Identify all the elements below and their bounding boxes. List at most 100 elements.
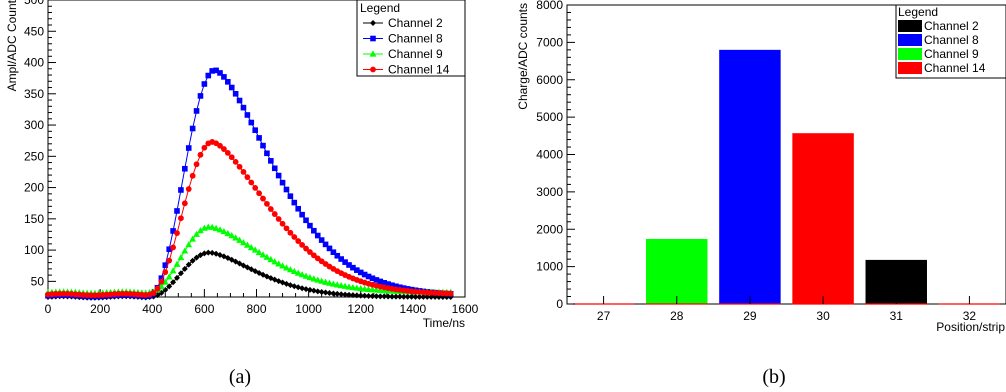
marker-point	[342, 291, 349, 298]
marker-point	[346, 291, 353, 298]
marker-point	[267, 255, 275, 263]
legend-item: Channel 8	[924, 33, 979, 47]
marker-legend-marker	[370, 20, 376, 26]
marker-point	[322, 278, 329, 285]
marker-point	[322, 289, 329, 296]
marker-point	[424, 293, 431, 300]
marker-point	[177, 270, 184, 277]
marker-point	[377, 278, 384, 285]
panel-a: 0 200 400 600 800 1000 1200 1400 1600 50 100 150 200…	[5, 0, 479, 330]
y-tick-label: 6000	[536, 73, 563, 87]
marker-point	[178, 187, 184, 193]
marker-point	[256, 135, 262, 141]
marker-point	[310, 252, 317, 259]
marker-point	[400, 293, 407, 300]
marker-point	[392, 293, 399, 300]
marker-point	[314, 276, 322, 283]
marker-point	[283, 186, 290, 193]
marker-point	[283, 264, 290, 271]
marker-point	[252, 127, 258, 133]
marker-point	[255, 248, 263, 256]
legend-item: Channel 8	[388, 32, 443, 46]
marker-point	[224, 150, 231, 156]
y-tick-label: 400	[24, 56, 44, 70]
x-axis-label: Position/strip	[936, 320, 1005, 334]
marker-point	[338, 256, 345, 262]
bar-channel-8	[719, 49, 781, 304]
marker-point	[217, 70, 223, 76]
marker-point	[329, 280, 337, 287]
marker-point	[365, 292, 372, 299]
marker-point	[205, 72, 212, 79]
x-tick-label: 28	[670, 309, 684, 323]
marker-point	[173, 260, 181, 267]
marker-point	[314, 288, 321, 295]
marker-point	[299, 211, 305, 218]
marker-point	[302, 272, 310, 279]
marker-point	[306, 273, 314, 281]
marker-point	[389, 293, 396, 300]
marker-point	[303, 217, 309, 224]
legend-swatch	[898, 20, 922, 32]
x-tick-label: 800	[246, 302, 266, 316]
marker-point	[369, 275, 376, 282]
marker-point	[307, 222, 313, 229]
y-tick-label: 150	[24, 212, 44, 226]
legend-swatch	[898, 62, 922, 74]
marker-point	[185, 261, 192, 268]
marker-point	[314, 232, 321, 239]
marker-point	[373, 293, 380, 300]
marker-point	[264, 150, 270, 157]
x-axis-label: Time/ns	[423, 316, 465, 330]
marker-point	[228, 232, 236, 239]
marker-point	[283, 225, 290, 232]
marker-point	[259, 251, 267, 258]
marker-point	[170, 279, 177, 286]
y-tick-label: 4000	[536, 148, 563, 162]
marker-point	[298, 271, 306, 278]
marker-point	[243, 241, 251, 248]
y-tick-label: 3000	[536, 185, 563, 199]
series-line	[47, 141, 451, 296]
marker-point	[209, 68, 215, 74]
y-tick-label: 0	[556, 297, 563, 311]
marker-point	[212, 224, 220, 231]
legend-swatch	[898, 48, 922, 60]
marker-point	[334, 290, 341, 297]
marker-point	[295, 238, 302, 244]
marker-point	[217, 142, 223, 149]
x-tick-label: 31	[890, 309, 904, 323]
marker-point	[361, 292, 368, 299]
marker-point	[357, 292, 364, 299]
marker-point	[240, 239, 247, 246]
marker-point	[357, 269, 364, 276]
marker-point	[158, 278, 165, 285]
marker-point	[228, 84, 235, 91]
marker-point	[275, 260, 283, 267]
marker-point	[318, 277, 326, 284]
marker-point	[318, 237, 325, 243]
marker-point	[369, 293, 376, 300]
panel-a-caption: (a)	[229, 366, 251, 388]
marker-point	[236, 97, 243, 104]
marker-point	[338, 291, 345, 298]
marker-point	[279, 262, 286, 269]
marker-point	[225, 79, 231, 85]
marker-point	[303, 286, 310, 293]
marker-point	[178, 215, 184, 222]
marker-point	[236, 236, 243, 243]
marker-point	[275, 216, 282, 222]
marker-point	[150, 290, 157, 296]
marker-point	[310, 287, 317, 294]
marker-point	[385, 293, 392, 300]
marker-point	[303, 245, 309, 252]
y-tick-label: 450	[24, 24, 44, 38]
y-tick-label: 200	[24, 181, 44, 195]
x-tick-label: 1200	[347, 302, 374, 316]
bar-channel-9	[646, 238, 708, 304]
marker-point	[291, 199, 298, 206]
marker-point	[268, 158, 274, 164]
marker-point	[165, 273, 173, 280]
marker-point	[209, 249, 216, 256]
